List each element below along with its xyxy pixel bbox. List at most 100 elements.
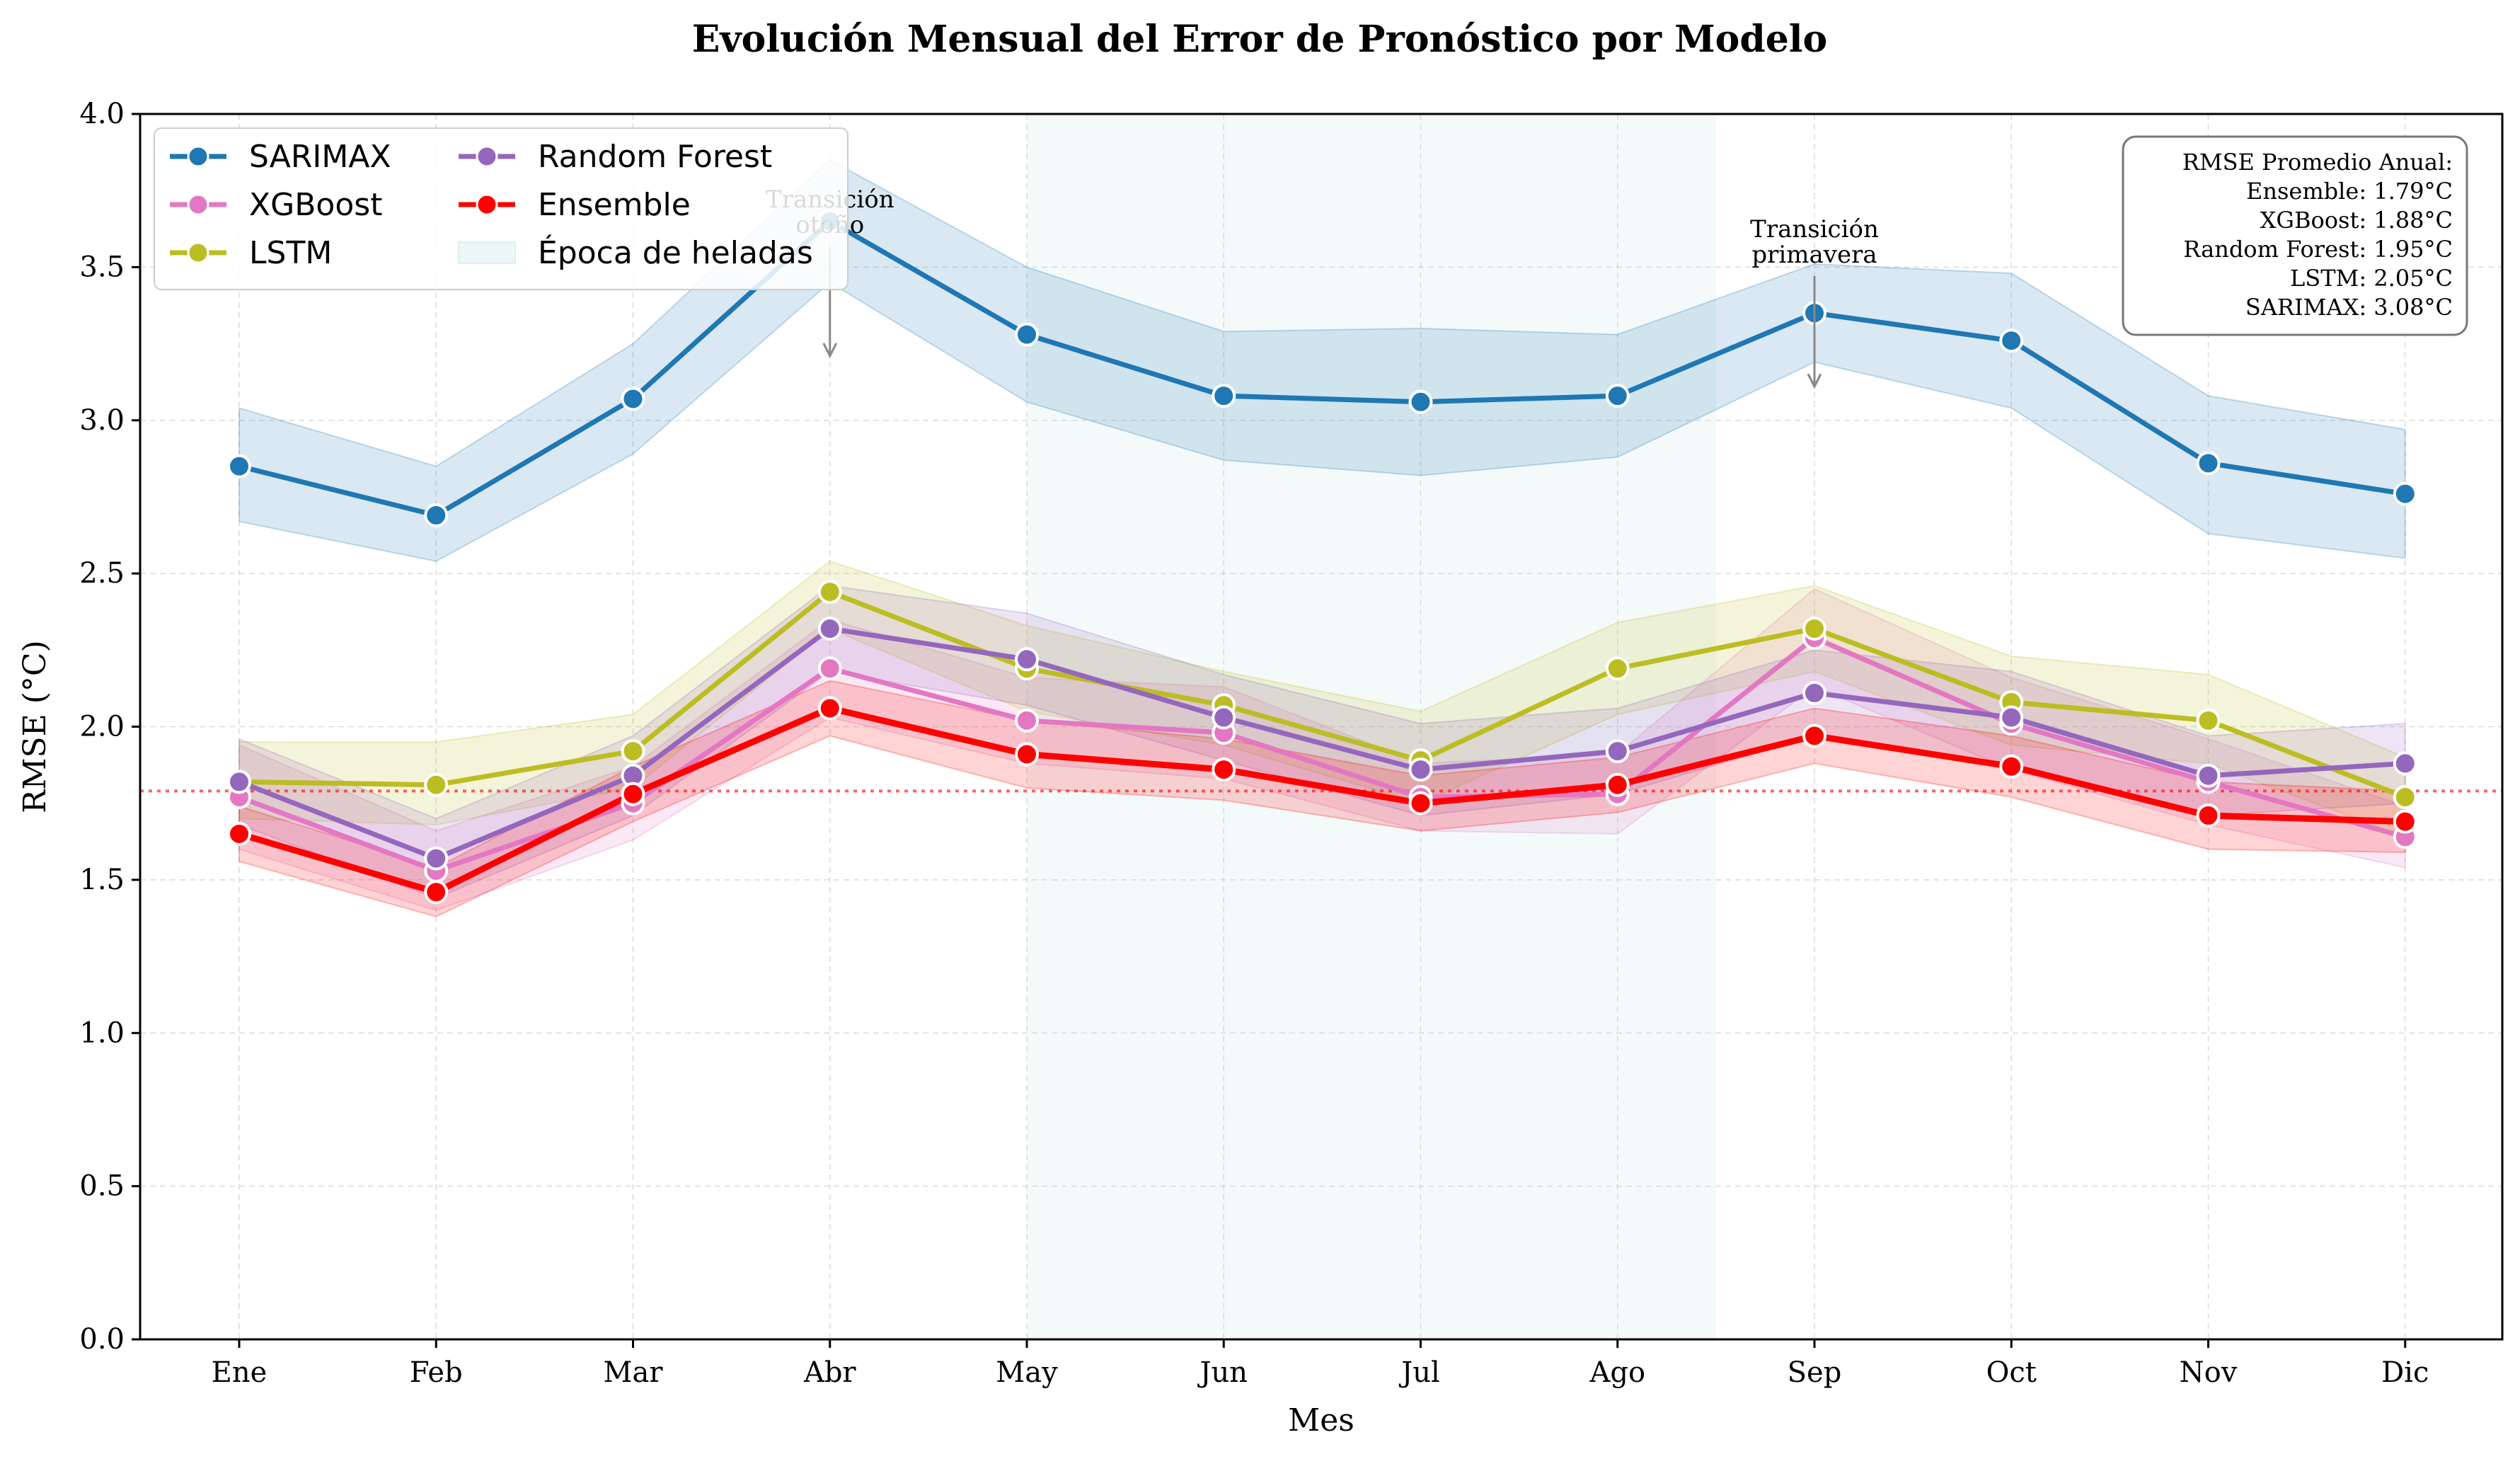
data-point bbox=[1605, 739, 1630, 764]
legend-item: Random Forest bbox=[459, 139, 772, 175]
data-point bbox=[1015, 742, 1039, 767]
data-point bbox=[227, 769, 251, 794]
x-tick-label: Dic bbox=[2381, 1356, 2429, 1389]
data-point bbox=[424, 880, 449, 905]
data-point bbox=[621, 782, 645, 806]
legend-item: XGBoost bbox=[170, 187, 382, 223]
x-tick-label: Jul bbox=[1398, 1356, 1440, 1389]
data-point bbox=[817, 656, 842, 681]
axes-layer: 0.0 0.5 1.0 1.5 2.0 2.5 3.0 3.5 4.0 Ene Feb Mar Abr M… bbox=[79, 98, 2429, 1389]
legend-label: XGBoost bbox=[249, 187, 382, 223]
y-tick-label: 1.0 bbox=[79, 1017, 125, 1049]
data-point bbox=[1999, 754, 2024, 779]
annotation-arrowhead bbox=[1807, 373, 1822, 389]
data-point bbox=[1605, 656, 1630, 681]
x-tick-label: Abr bbox=[803, 1356, 856, 1389]
data-point bbox=[621, 739, 645, 764]
series-line-3 bbox=[238, 626, 2405, 862]
summary-line: SARIMAX: 3.08°C bbox=[2245, 294, 2453, 321]
data-point bbox=[1015, 647, 1039, 672]
x-tick-label: Sep bbox=[1788, 1356, 1842, 1389]
series-line-0 bbox=[238, 218, 2406, 518]
summary-box: RMSE Promedio Anual:Ensemble: 1.79°CXGBo… bbox=[2122, 135, 2468, 336]
data-point bbox=[2393, 751, 2417, 776]
data-point bbox=[424, 846, 449, 871]
data-point bbox=[1802, 680, 1826, 705]
x-tick-label: Jun bbox=[1197, 1356, 1248, 1389]
data-point bbox=[2196, 803, 2221, 828]
x-tick-label: Mar bbox=[604, 1356, 664, 1389]
chart-title: Evolución Mensual del Error de Pronóstic… bbox=[692, 18, 1827, 61]
data-point bbox=[1015, 708, 1039, 733]
legend-item: Ensemble bbox=[459, 187, 691, 223]
data-point bbox=[2196, 708, 2221, 733]
data-point bbox=[2393, 785, 2417, 810]
x-tick-label: May bbox=[996, 1356, 1058, 1389]
y-tick-label: 2.5 bbox=[79, 557, 125, 590]
data-point bbox=[817, 696, 842, 721]
summary-line: Random Forest: 1.95°C bbox=[2183, 236, 2453, 263]
y-tick-label: 2.0 bbox=[79, 711, 125, 743]
data-point bbox=[1212, 757, 1236, 782]
data-point bbox=[2393, 481, 2417, 506]
x-tick-label: Ene bbox=[212, 1356, 267, 1389]
legend-label: SARIMAX bbox=[249, 139, 391, 175]
legend-label: LSTM bbox=[249, 235, 332, 271]
data-point bbox=[1408, 389, 1433, 414]
y-tick-label: 1.5 bbox=[79, 864, 125, 896]
data-point bbox=[1605, 772, 1630, 797]
y-tick-label: 3.0 bbox=[79, 404, 125, 437]
legend-item: Época de heladas bbox=[458, 234, 813, 271]
x-tick-label: Nov bbox=[2180, 1356, 2238, 1389]
data-point bbox=[621, 387, 645, 411]
summary-line: XGBoost: 1.88°C bbox=[2260, 207, 2453, 234]
legend-swatch-marker bbox=[476, 145, 498, 168]
data-point bbox=[227, 821, 251, 846]
data-point bbox=[1999, 328, 2024, 353]
legend-frame bbox=[154, 127, 848, 290]
data-point bbox=[1408, 791, 1433, 816]
summary-frame bbox=[2122, 135, 2468, 336]
data-point bbox=[2196, 451, 2221, 476]
summary-line: RMSE Promedio Anual: bbox=[2182, 149, 2453, 176]
legend-item: SARIMAX bbox=[170, 139, 391, 175]
legend-label: Época de heladas bbox=[538, 234, 813, 271]
legend: SARIMAX XGBoost LSTM Random Forest Ensemble É… bbox=[154, 127, 848, 290]
data-point bbox=[1802, 723, 1826, 748]
annotation-label: Transición bbox=[1750, 215, 1879, 244]
series-lines-layer bbox=[238, 218, 2407, 896]
legend-swatch-marker bbox=[187, 193, 209, 216]
data-point bbox=[1408, 757, 1433, 782]
data-point bbox=[227, 454, 251, 479]
data-point bbox=[2393, 809, 2417, 834]
data-point bbox=[1802, 617, 1826, 641]
legend-swatch-marker bbox=[187, 241, 209, 264]
data-point bbox=[1015, 322, 1039, 347]
x-tick-label: Ago bbox=[1589, 1356, 1645, 1389]
data-point bbox=[424, 503, 449, 527]
data-point bbox=[1212, 384, 1236, 408]
data-point bbox=[817, 617, 842, 641]
series-line-2 bbox=[238, 589, 2407, 800]
summary-line: LSTM: 2.05°C bbox=[2290, 265, 2453, 292]
legend-item: LSTM bbox=[170, 235, 332, 271]
x-tick-label: Oct bbox=[1986, 1356, 2037, 1389]
x-tick-label: Feb bbox=[410, 1356, 463, 1389]
series-markers-layer bbox=[227, 209, 2417, 905]
y-tick-label: 4.0 bbox=[79, 98, 125, 130]
data-point bbox=[1212, 705, 1236, 730]
summary-line: Ensemble: 1.79°C bbox=[2246, 178, 2453, 205]
annotation-arrowhead bbox=[822, 343, 838, 359]
y-tick-label: 0.5 bbox=[79, 1170, 125, 1203]
legend-swatch-marker bbox=[476, 193, 498, 216]
legend-swatch-region bbox=[458, 241, 516, 264]
data-point bbox=[1605, 384, 1630, 408]
y-tick-label: 0.0 bbox=[79, 1323, 125, 1356]
series-line-4 bbox=[238, 705, 2405, 896]
y-tick-label: 3.5 bbox=[79, 251, 125, 283]
legend-label: Random Forest bbox=[538, 139, 772, 175]
legend-label: Ensemble bbox=[538, 187, 691, 223]
x-axis-title: Mes bbox=[1288, 1402, 1354, 1438]
